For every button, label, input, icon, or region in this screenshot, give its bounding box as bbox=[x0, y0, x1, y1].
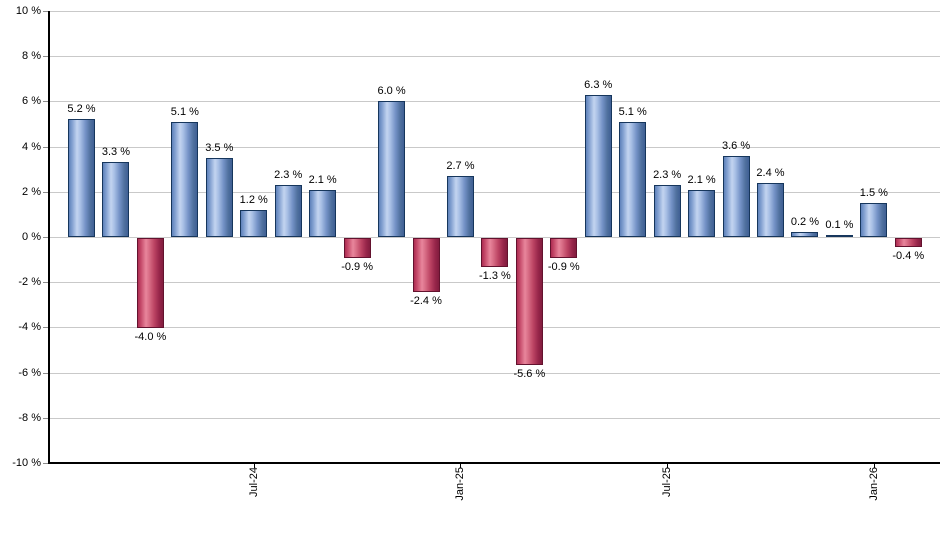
gridline bbox=[49, 191, 940, 193]
y-axis-tick bbox=[43, 101, 48, 103]
y-axis-tick bbox=[43, 56, 48, 58]
gridline bbox=[49, 101, 940, 103]
bar bbox=[688, 189, 716, 237]
y-axis-tick-label: 10 % bbox=[15, 5, 41, 17]
bar-value-label: 5.2 % bbox=[67, 103, 96, 116]
y-axis-tick-label: 4 % bbox=[22, 140, 41, 153]
bar bbox=[343, 238, 371, 259]
bar-value-label: 6.3 % bbox=[584, 78, 613, 91]
bar-value-label: 0.2 % bbox=[790, 216, 819, 229]
y-axis-tick bbox=[43, 327, 48, 329]
y-axis-tick bbox=[43, 191, 48, 193]
y-axis-line bbox=[48, 11, 50, 464]
x-axis-tick-label: Jan-26 bbox=[867, 467, 880, 501]
x-axis-tick-label: Jul-24 bbox=[247, 467, 260, 497]
bar-value-label: -5.6 % bbox=[513, 367, 546, 380]
bar-value-label: 5.1 % bbox=[170, 105, 199, 118]
gridline bbox=[49, 282, 940, 284]
bar-value-label: 2.1 % bbox=[687, 173, 716, 186]
gridline bbox=[49, 56, 940, 58]
bar bbox=[619, 121, 647, 237]
y-axis-tick-label: 2 % bbox=[22, 185, 41, 198]
bar bbox=[412, 238, 440, 293]
bar bbox=[136, 238, 164, 329]
bar bbox=[860, 203, 888, 237]
bar bbox=[274, 185, 302, 237]
bar bbox=[68, 119, 95, 237]
bar-value-label: 0.1 % bbox=[825, 218, 854, 231]
bar bbox=[894, 238, 922, 248]
bar-value-label: -0.9 % bbox=[341, 261, 373, 274]
y-axis-tick-label: -8 % bbox=[18, 411, 41, 424]
bar bbox=[171, 121, 199, 237]
bar bbox=[309, 189, 337, 237]
bar bbox=[378, 101, 406, 237]
y-axis-tick-label: 8 % bbox=[22, 50, 41, 63]
y-axis-tick bbox=[43, 146, 48, 148]
gridline bbox=[49, 146, 940, 148]
x-axis-tick-label: Jul-25 bbox=[661, 467, 674, 497]
bar-value-label: 2.7 % bbox=[446, 159, 475, 172]
bar bbox=[205, 157, 233, 237]
bar bbox=[515, 238, 543, 365]
bar bbox=[825, 234, 853, 237]
bar bbox=[791, 232, 819, 237]
x-axis-tick bbox=[873, 463, 875, 468]
y-axis-tick bbox=[43, 237, 48, 238]
bar-value-label: 5.1 % bbox=[618, 105, 647, 118]
bar-value-label: 6.0 % bbox=[377, 85, 406, 98]
bar bbox=[584, 94, 612, 237]
y-axis-tick-label: -6 % bbox=[18, 366, 41, 379]
bar bbox=[550, 238, 578, 259]
x-axis-tick bbox=[253, 463, 255, 468]
y-axis-tick-label: -4 % bbox=[18, 321, 41, 334]
bar-value-label: -2.4 % bbox=[410, 295, 442, 308]
gridline bbox=[49, 237, 940, 238]
bar bbox=[481, 238, 509, 268]
x-axis-line bbox=[48, 462, 940, 464]
y-axis-tick bbox=[43, 417, 48, 419]
bar-value-label: -1.3 % bbox=[478, 270, 511, 283]
bar bbox=[102, 162, 130, 237]
bar-value-label: 2.4 % bbox=[756, 166, 785, 179]
bar-value-label: 3.5 % bbox=[205, 141, 234, 154]
y-axis-tick bbox=[43, 372, 48, 374]
bar bbox=[446, 175, 474, 237]
y-axis-tick bbox=[43, 11, 48, 12]
gridline bbox=[49, 372, 940, 374]
x-axis-tick-label: Jan-25 bbox=[454, 467, 467, 501]
bar-value-label: 3.3 % bbox=[101, 146, 130, 159]
y-axis-tick bbox=[43, 282, 48, 284]
gridline bbox=[49, 327, 940, 329]
bar-value-label: 3.6 % bbox=[721, 139, 751, 152]
y-axis-tick-label: -2 % bbox=[18, 276, 41, 289]
bar bbox=[722, 155, 750, 237]
bar-value-label: 1.2 % bbox=[239, 193, 268, 206]
y-axis-tick-label: 6 % bbox=[22, 95, 41, 108]
y-axis-tick bbox=[43, 463, 48, 464]
bar bbox=[240, 209, 268, 237]
bar-value-label: -0.4 % bbox=[892, 250, 925, 263]
y-axis-tick-label: 0 % bbox=[22, 231, 41, 243]
bar-value-label: 2.1 % bbox=[308, 173, 337, 186]
bar bbox=[653, 185, 681, 237]
y-axis-tick-label: -10 % bbox=[12, 457, 41, 469]
bar-value-label: 2.3 % bbox=[653, 169, 682, 182]
bar-value-label: -4.0 % bbox=[134, 331, 167, 344]
bar-value-label: 2.3 % bbox=[274, 169, 303, 182]
gridline bbox=[49, 417, 940, 419]
bar-value-label: 1.5 % bbox=[859, 187, 888, 200]
x-axis-tick bbox=[667, 463, 669, 468]
gridline bbox=[49, 11, 940, 12]
bar-value-label: -0.9 % bbox=[547, 261, 580, 274]
bar bbox=[757, 182, 784, 237]
x-axis-tick bbox=[460, 463, 462, 468]
